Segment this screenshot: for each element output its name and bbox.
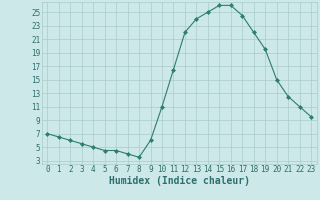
X-axis label: Humidex (Indice chaleur): Humidex (Indice chaleur) bbox=[109, 176, 250, 186]
